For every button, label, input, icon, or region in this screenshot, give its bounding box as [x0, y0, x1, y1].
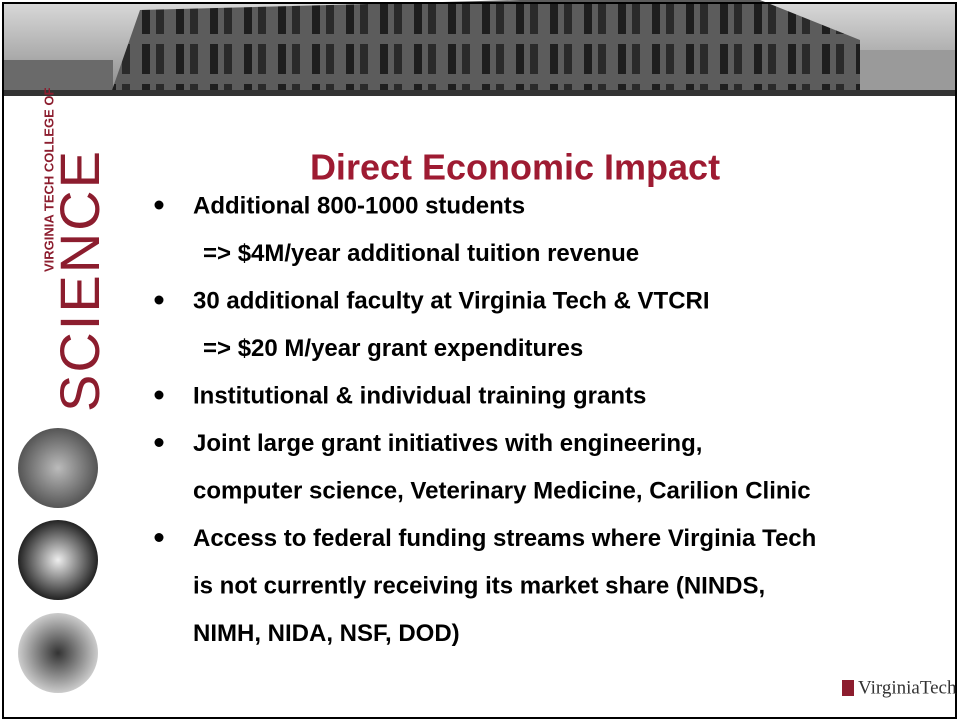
bullet-text: 30 additional faculty at Virginia Tech &…	[193, 287, 710, 314]
bullet-subtext: => $20 M/year grant expenditures	[203, 335, 583, 362]
bullet-text: Access to federal funding streams where …	[193, 525, 816, 552]
title: Direct Economic Impact	[310, 147, 720, 188]
sidebar-line2: SCIENCE	[48, 149, 111, 412]
bullet-subtext: => $4M/year additional tuition revenue	[203, 240, 639, 267]
banner	[3, 0, 956, 96]
photo-circle	[18, 428, 98, 508]
bullet-dot	[154, 533, 164, 542]
bullet-dot	[154, 438, 164, 447]
bullet-text: Additional 800-1000 students	[193, 192, 525, 219]
bullet-dot	[154, 390, 164, 400]
bullet-list: Additional 800-1000 students => $4M/year …	[154, 192, 816, 647]
photo-circle	[18, 520, 98, 600]
logo-icon	[842, 680, 854, 696]
bullet-text: is not currently receiving its market sh…	[193, 572, 765, 599]
bullet-text: Institutional & individual training gran…	[193, 382, 646, 409]
bullet-text: NIMH, NIDA, NSF, DOD)	[193, 620, 460, 647]
bullet-dot	[154, 200, 164, 210]
bullet-text: Joint large grant initiatives with engin…	[193, 430, 702, 457]
sidebar-line1: VIRGINIA TECH COLLEGE OF	[41, 88, 56, 272]
bullet-text: computer science, Veterinary Medicine, C…	[193, 477, 811, 504]
bullet-dot	[154, 295, 164, 305]
logo: VirginiaTech	[858, 677, 957, 698]
photo-circle	[18, 613, 98, 693]
